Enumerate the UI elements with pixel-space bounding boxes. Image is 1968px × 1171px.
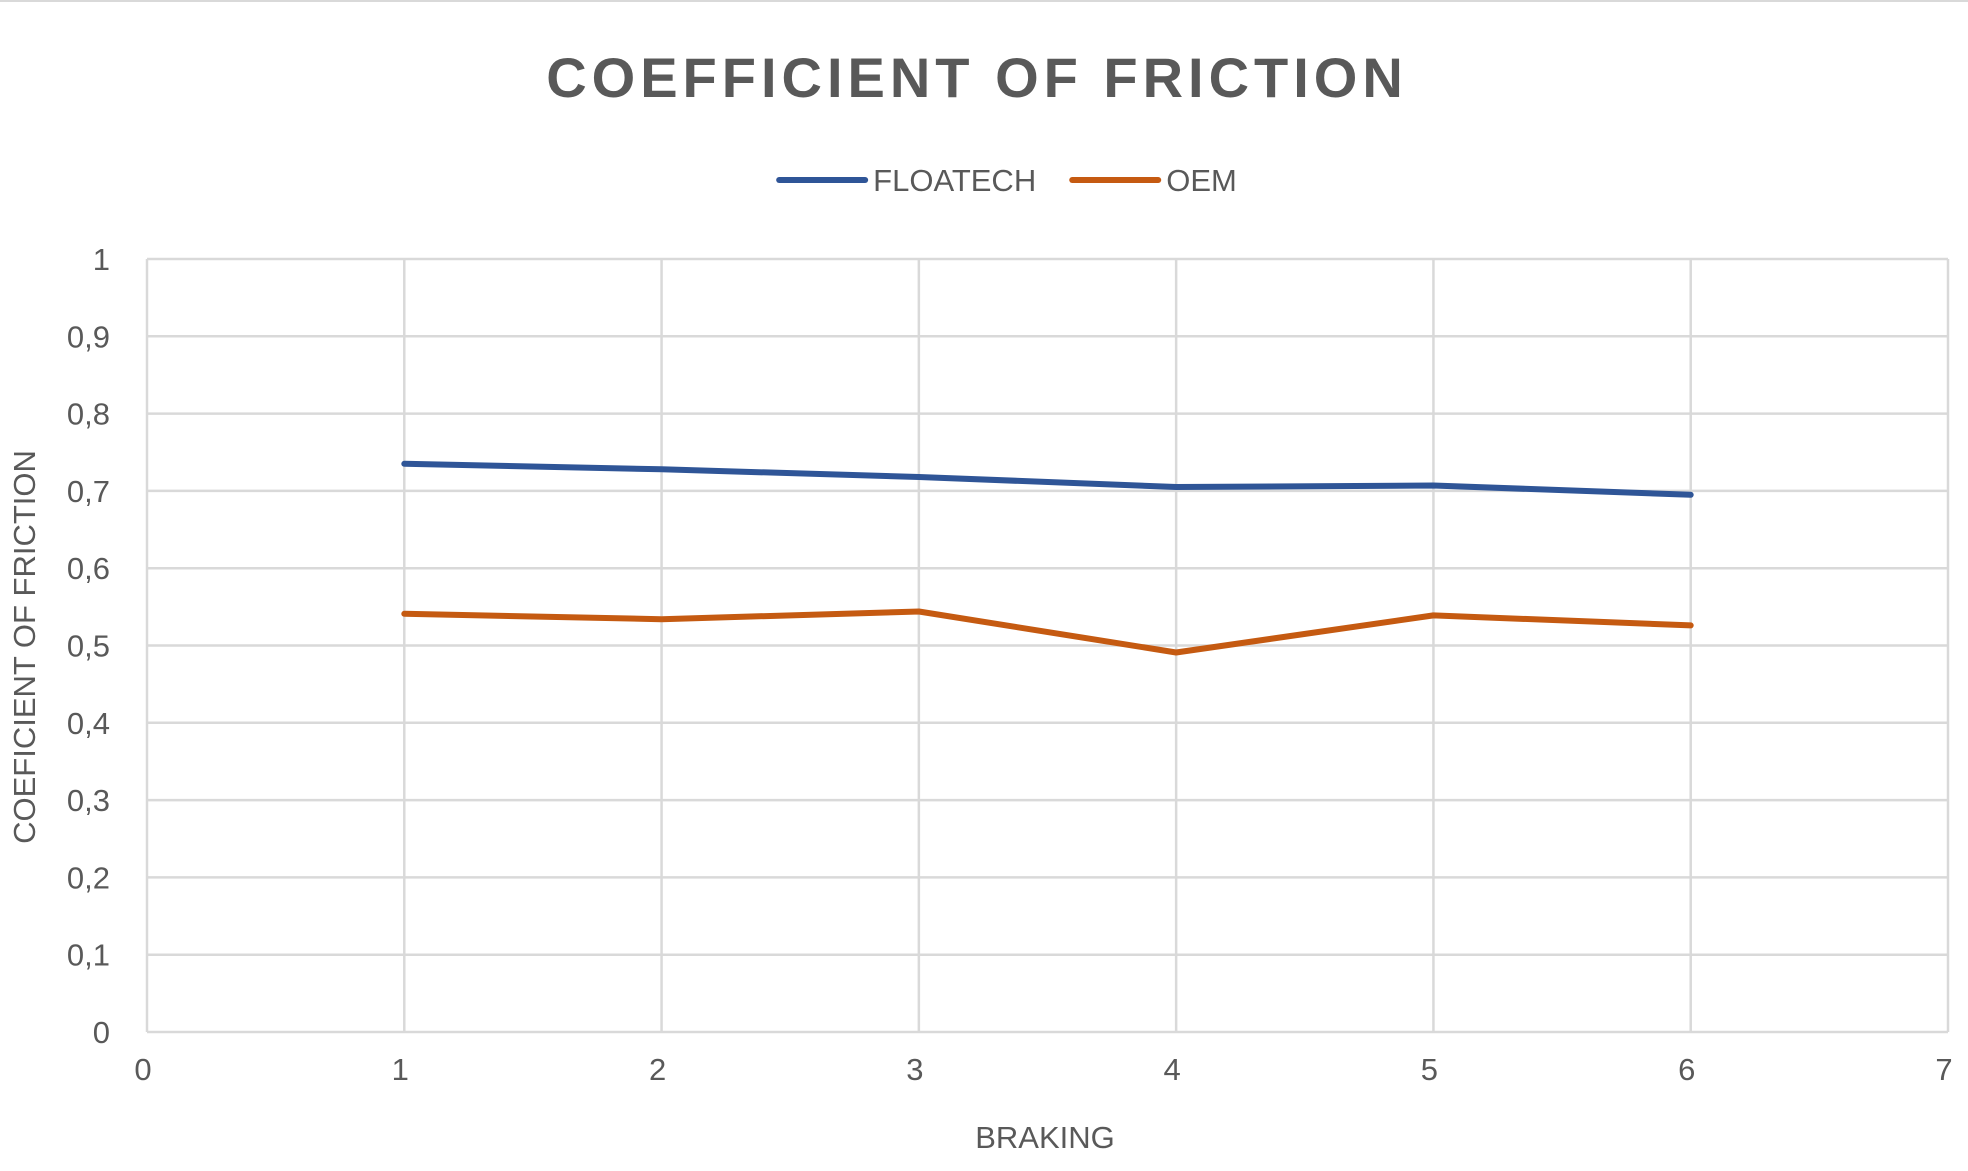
legend-label: FLOATECH	[873, 163, 1036, 198]
series-line-oem	[401, 608, 1694, 656]
chart-title: COEFFICIENT OF FRICTION	[546, 46, 1408, 109]
x-tick-label: 3	[906, 1052, 923, 1087]
y-tick-label: 0,4	[67, 706, 110, 741]
x-tick-label: 1	[392, 1052, 409, 1087]
y-tick-label: 0,3	[67, 783, 110, 818]
y-tick-label: 0	[93, 1015, 110, 1050]
x-tick-label: 2	[649, 1052, 666, 1087]
x-tick-label: 4	[1164, 1052, 1181, 1087]
y-tick-label: 0,1	[67, 938, 110, 973]
legend-label: OEM	[1166, 163, 1237, 198]
x-tick-label: 0	[134, 1052, 151, 1087]
series-line-floatech	[401, 460, 1694, 498]
y-tick-label: 0,6	[67, 551, 110, 586]
series-lines	[401, 460, 1694, 656]
y-tick-label: 0,5	[67, 629, 110, 664]
x-axis-tick-labels: 0 1 2 3 4 5 6 7	[134, 1052, 1952, 1087]
y-tick-label: 1	[93, 242, 110, 277]
x-tick-label: 5	[1421, 1052, 1438, 1087]
y-axis-tick-labels: 0 0,1 0,2 0,3 0,4 0,5 0,6 0,7 0,8 0,9 1	[67, 242, 110, 1050]
y-tick-label: 0,7	[67, 474, 110, 509]
x-tick-label: 6	[1678, 1052, 1695, 1087]
gridlines	[145, 257, 1950, 1034]
y-tick-label: 0,9	[67, 319, 110, 354]
y-tick-label: 0,2	[67, 860, 110, 895]
x-axis-title: BRAKING	[975, 1120, 1115, 1155]
y-axis-title: COEFICIENT OF FRICTION	[7, 450, 42, 844]
legend: FLOATECH OEM	[776, 163, 1237, 198]
x-tick-label: 7	[1935, 1052, 1952, 1087]
y-tick-label: 0,8	[67, 397, 110, 432]
